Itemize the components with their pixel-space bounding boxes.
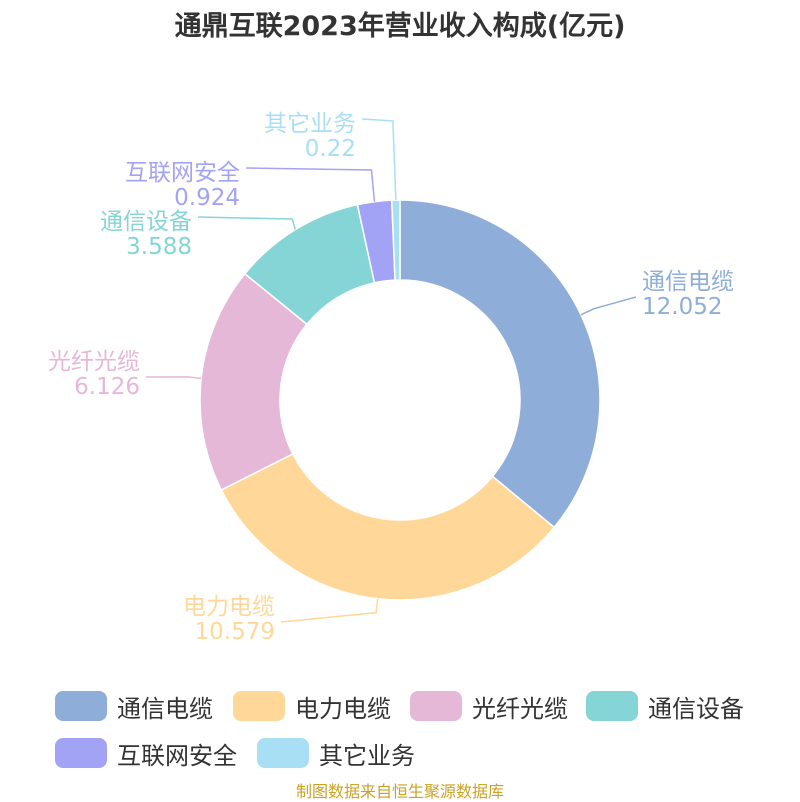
- slice-2: [220, 452, 556, 601]
- slice-value-1: 12.052: [642, 294, 722, 320]
- legend-item-6[interactable]: 其它业务: [257, 735, 415, 771]
- legend-item-1[interactable]: 通信电缆: [55, 688, 213, 724]
- slice-6: [390, 199, 401, 281]
- leader-line-3: [145, 376, 202, 380]
- slice-value-3: 6.126: [74, 374, 140, 400]
- source-note: 制图数据来自恒生聚源数据库: [295, 782, 504, 801]
- legend-label: 光纤光缆: [472, 694, 568, 723]
- leader-line-5: [245, 167, 376, 202]
- legend-swatch: [55, 691, 107, 721]
- legend-label: 互联网安全: [117, 741, 237, 770]
- slice-label-4: 通信设备: [100, 209, 192, 235]
- legend-item-2[interactable]: 电力电缆: [233, 688, 391, 724]
- legend-item-5[interactable]: 互联网安全: [55, 735, 237, 771]
- slice-value-2: 10.579: [195, 619, 275, 645]
- legend-swatch: [257, 738, 309, 768]
- legend-swatch: [586, 691, 638, 721]
- legend-swatch: [233, 691, 285, 721]
- legend-item-3[interactable]: 光纤光缆: [410, 688, 568, 724]
- legend-item-4[interactable]: 通信设备: [586, 688, 744, 724]
- slice-label-3: 光纤光缆: [48, 349, 140, 375]
- leader-line-4: [197, 216, 296, 230]
- slice-value-4: 3.588: [126, 234, 192, 260]
- legend-label: 通信电缆: [117, 694, 213, 723]
- legend-label: 其它业务: [319, 741, 415, 770]
- slice-label-5: 互联网安全: [125, 160, 240, 186]
- legend-swatch: [410, 691, 462, 721]
- slice-label-1: 通信电缆: [642, 269, 734, 295]
- legend-label: 电力电缆: [295, 694, 391, 723]
- slice-1: [399, 199, 601, 529]
- slice-value-5: 0.924: [174, 185, 240, 211]
- slice-label-6: 其它业务: [264, 111, 356, 137]
- leader-line-2: [280, 598, 379, 623]
- leader-line-1: [580, 296, 637, 316]
- slice-value-6: 0.22: [305, 136, 356, 162]
- legend-swatch: [55, 738, 107, 768]
- legend-label: 通信设备: [648, 694, 744, 723]
- slice-label-2: 电力电缆: [183, 594, 275, 620]
- chart-title: 通鼎互联2023年营业收入构成(亿元): [174, 11, 626, 42]
- leader-line-6: [361, 118, 397, 201]
